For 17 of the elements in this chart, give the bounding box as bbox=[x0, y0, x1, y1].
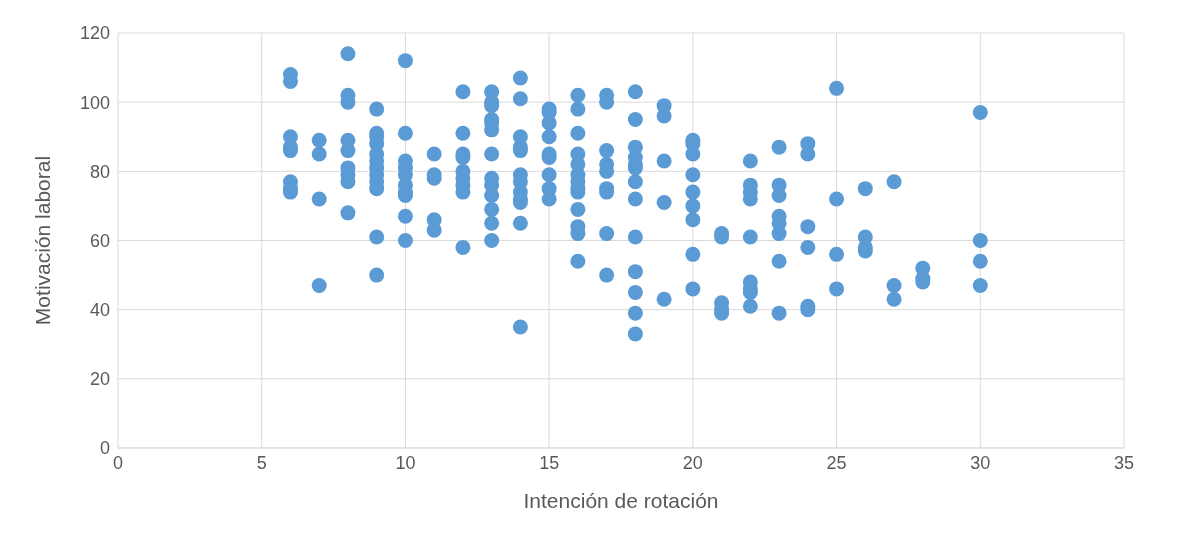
x-tick-label: 20 bbox=[682, 452, 703, 473]
x-tick-label: 0 bbox=[112, 452, 124, 473]
x-tick-label: 30 bbox=[970, 452, 991, 473]
y-tick-label: 60 bbox=[89, 230, 110, 251]
y-tick-label: 120 bbox=[79, 23, 110, 44]
x-axis-title: Intención de rotación bbox=[523, 489, 719, 512]
x-tick-label: 25 bbox=[826, 452, 847, 473]
y-axis-title: Motivación laboral bbox=[31, 155, 55, 326]
x-tick-label: 10 bbox=[395, 452, 416, 473]
x-tick-label: 35 bbox=[1113, 452, 1135, 473]
y-tick-label: 0 bbox=[99, 438, 110, 459]
y-tick-label: 100 bbox=[79, 92, 110, 113]
y-tick-label: 80 bbox=[89, 161, 110, 182]
y-tick-label: 20 bbox=[89, 369, 110, 390]
y-tick-label: 40 bbox=[89, 300, 110, 321]
x-tick-label: 15 bbox=[539, 452, 560, 473]
x-tick-label: 5 bbox=[256, 452, 267, 473]
